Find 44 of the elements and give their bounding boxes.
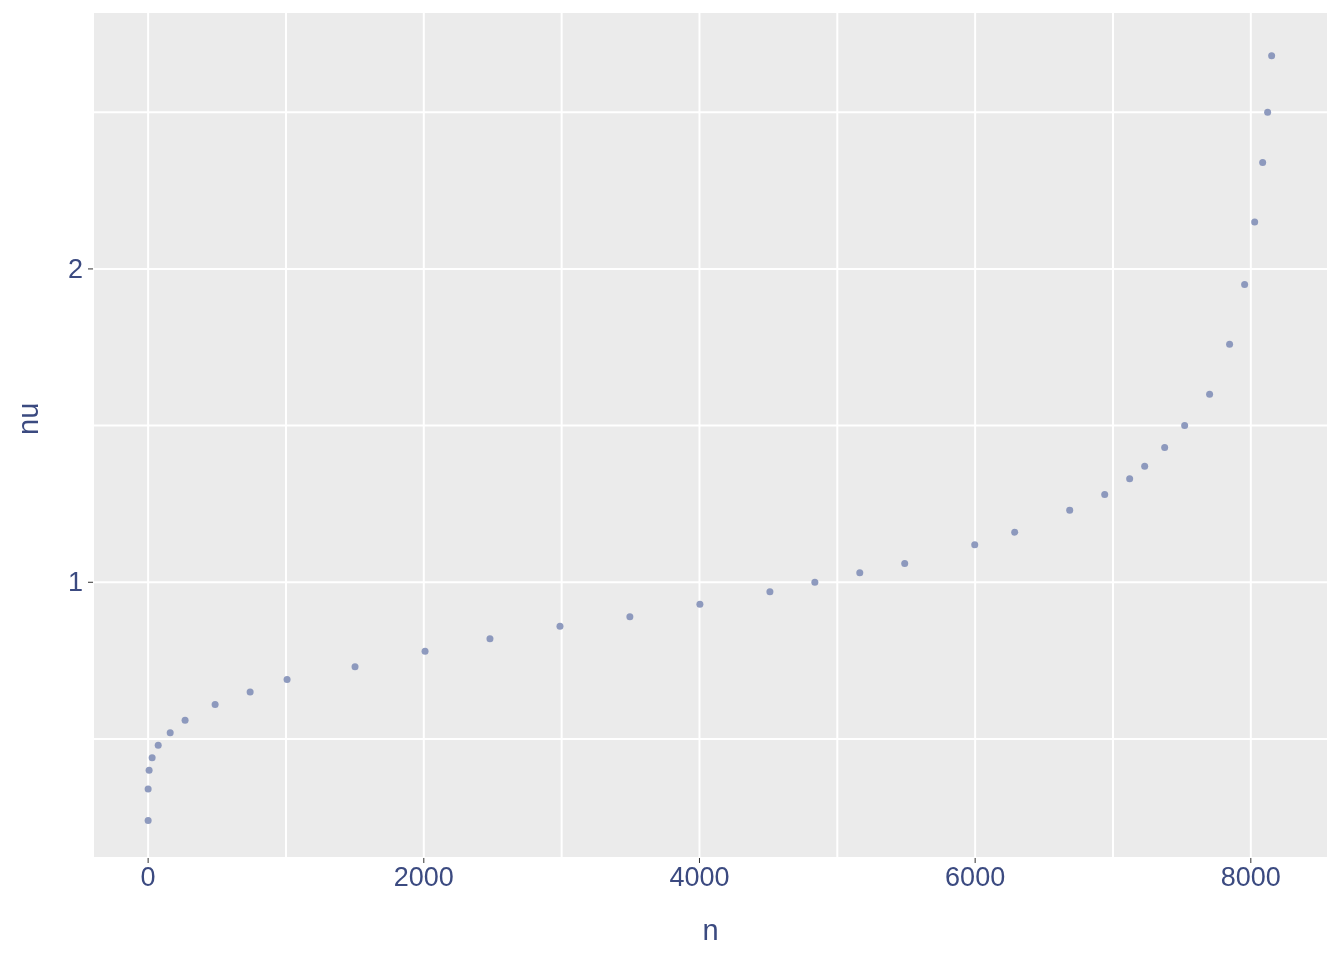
y-tick-label: 1 — [67, 567, 83, 598]
point — [1251, 218, 1259, 226]
point — [1264, 108, 1272, 116]
point — [811, 578, 819, 586]
point — [1101, 491, 1109, 499]
point — [971, 541, 979, 549]
point — [1241, 281, 1249, 289]
x-tick-label: 6000 — [945, 862, 1006, 892]
y-axis-title: nu — [12, 402, 45, 435]
point — [148, 754, 156, 762]
point — [1259, 158, 1267, 166]
y-tick-label: 2 — [67, 253, 83, 284]
point — [1141, 462, 1149, 470]
point — [1181, 422, 1189, 430]
x-axis-title: n — [702, 914, 719, 946]
point — [246, 688, 254, 696]
point — [154, 741, 162, 749]
point — [1126, 475, 1134, 483]
point — [351, 663, 359, 671]
point — [144, 785, 152, 793]
point — [1268, 52, 1276, 60]
point — [181, 716, 189, 724]
x-tick-label: 8000 — [1220, 862, 1281, 892]
point — [283, 675, 291, 683]
point — [626, 613, 634, 621]
point — [166, 729, 174, 737]
point — [1206, 390, 1214, 398]
x-tick-label: 4000 — [669, 862, 730, 892]
point — [1226, 340, 1234, 348]
point — [145, 766, 153, 774]
x-tick-label: 2000 — [393, 862, 454, 892]
point — [901, 559, 909, 567]
point — [1161, 444, 1169, 452]
x-tick-label: 0 — [140, 862, 156, 892]
point — [556, 622, 564, 630]
point — [486, 635, 494, 643]
point — [696, 600, 704, 608]
point — [1011, 528, 1019, 536]
point — [856, 569, 864, 577]
point — [766, 588, 774, 596]
point — [1066, 506, 1074, 514]
point — [421, 647, 429, 655]
point — [144, 816, 152, 824]
point — [211, 700, 219, 708]
